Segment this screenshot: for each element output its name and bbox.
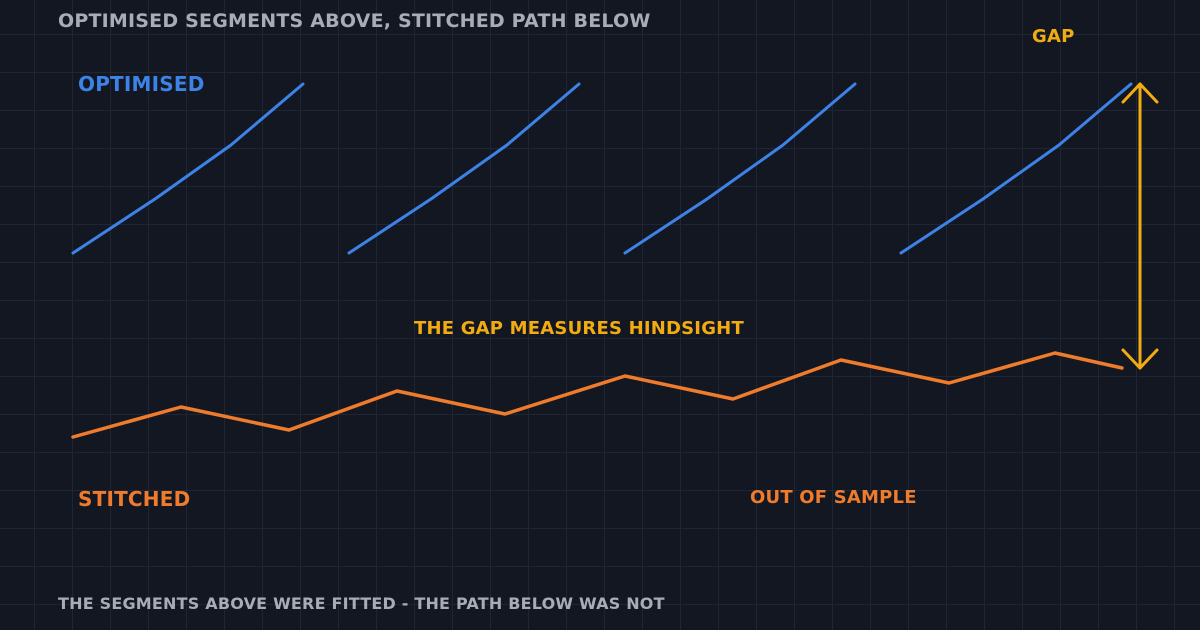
optimised-segment-4 (899, 82, 1133, 255)
gap-arrow-head-top (1121, 82, 1159, 104)
gap-arrow-head-bottom (1121, 348, 1159, 370)
stitched-layer (71, 351, 1124, 439)
stitched-path (71, 351, 1124, 439)
gap-arrow-icon (1121, 82, 1159, 370)
optimised-segment-3 (623, 82, 857, 255)
optimised-segments (71, 82, 1133, 255)
optimised-segment-2 (347, 82, 581, 255)
diagram-title: OPTIMISED SEGMENTS ABOVE, STITCHED PATH … (58, 10, 651, 32)
gap-note: THE GAP MEASURES HINDSIGHT (414, 318, 744, 339)
stitched-label: STITCHED (78, 487, 191, 511)
footer-note: THE SEGMENTS ABOVE WERE FITTED - THE PAT… (58, 594, 665, 613)
out-of-sample-label: OUT OF SAMPLE (750, 487, 917, 508)
optimised-label: OPTIMISED (78, 72, 205, 96)
optimised-segment-1 (71, 82, 305, 255)
gap-label: GAP (1032, 26, 1075, 47)
